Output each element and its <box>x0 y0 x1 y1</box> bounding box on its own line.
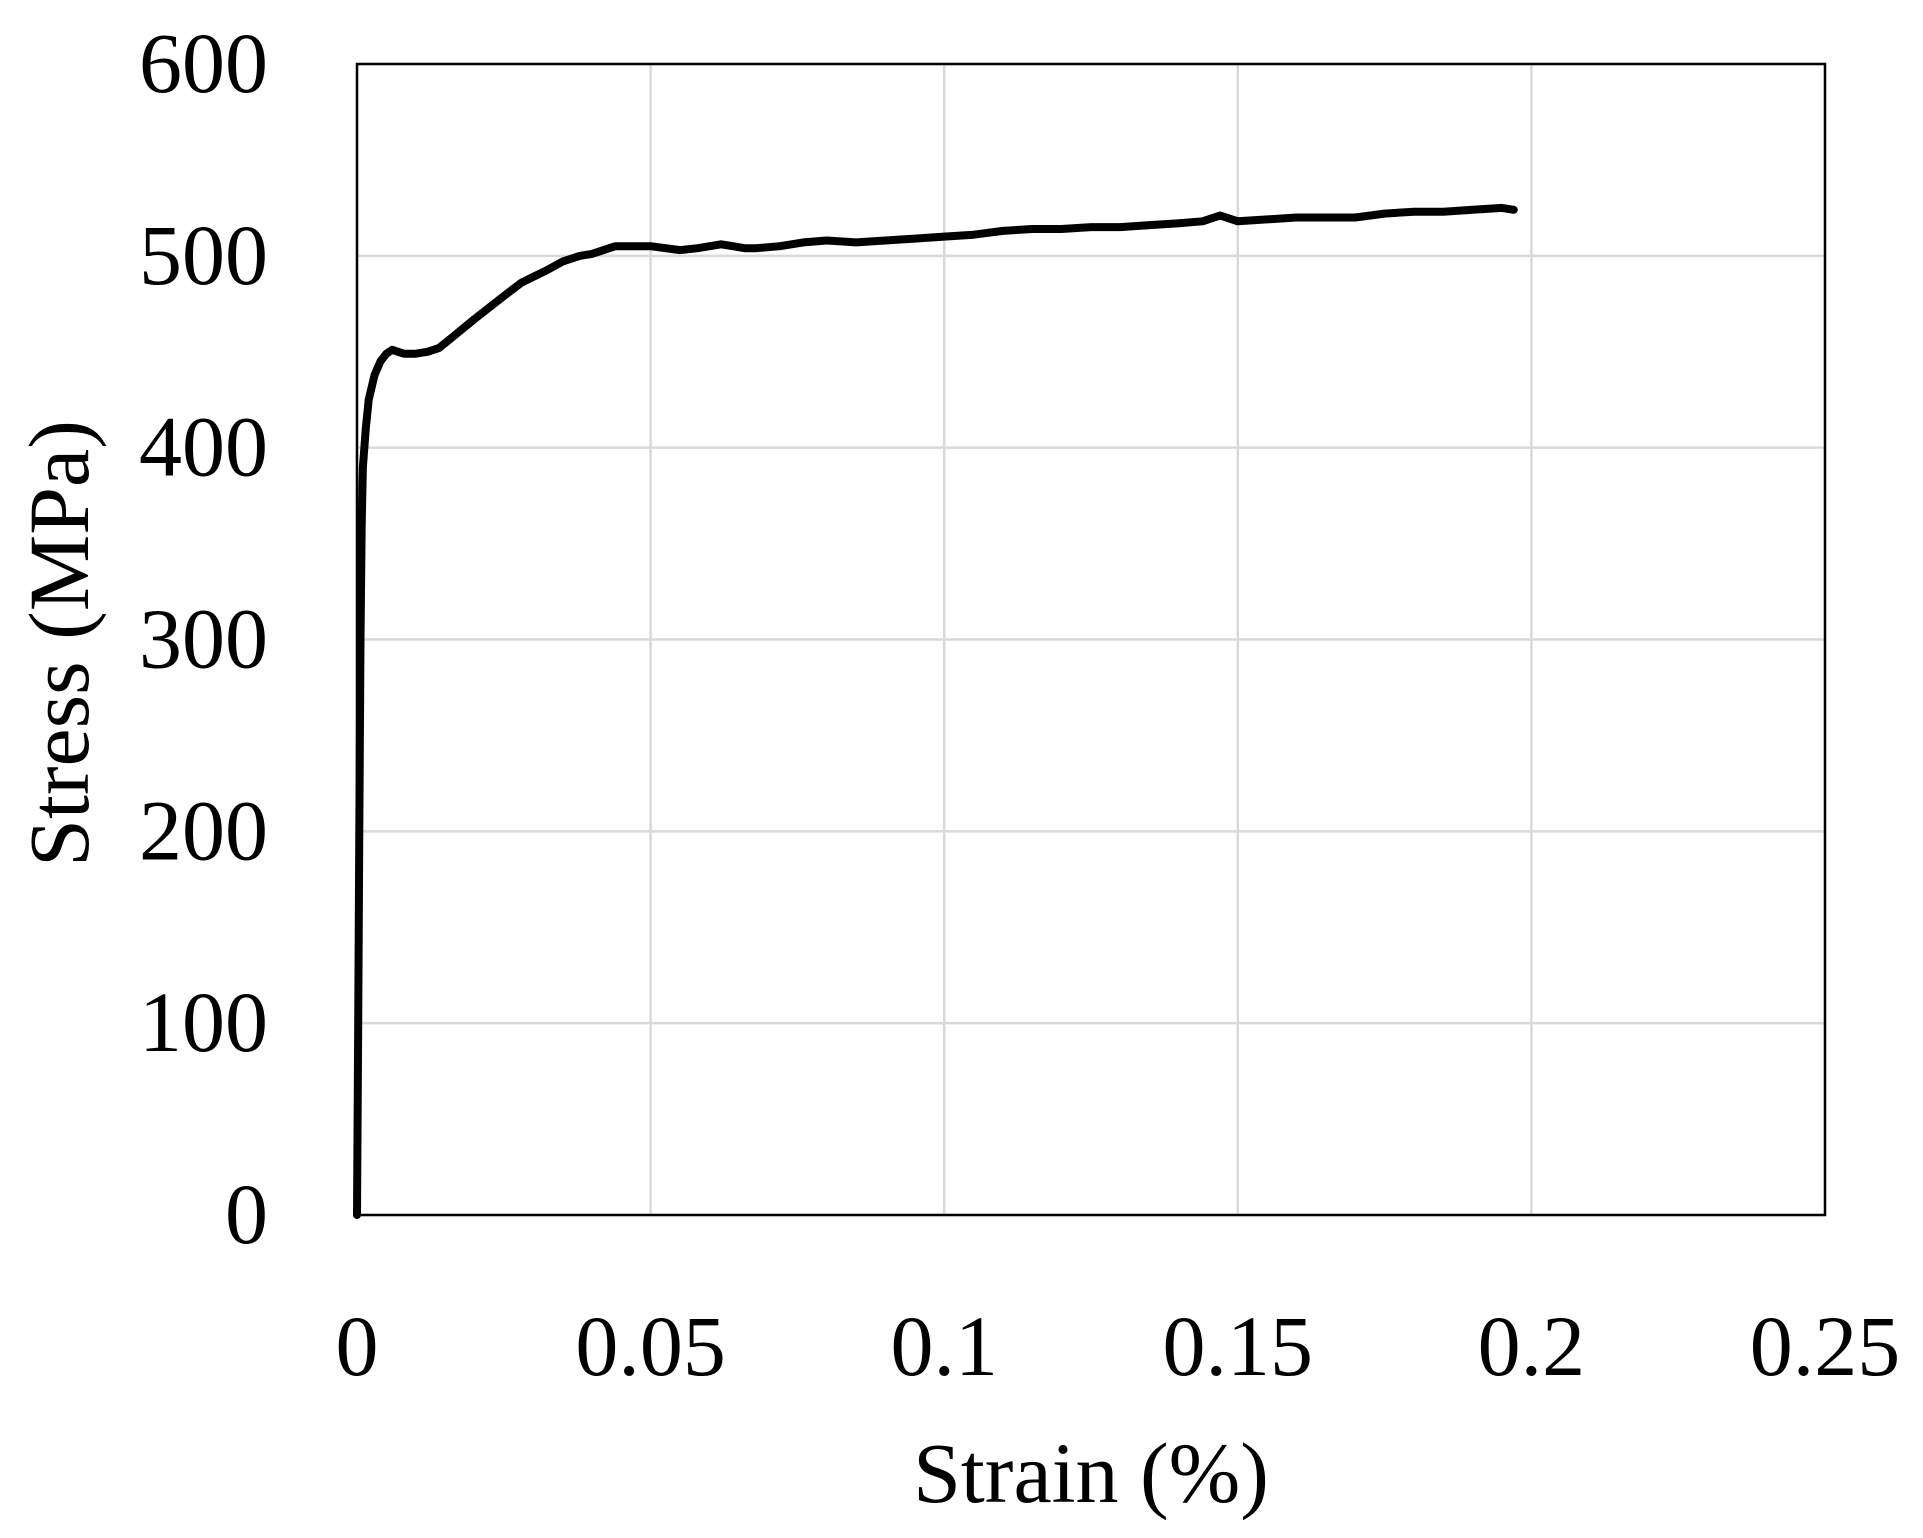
stress-strain-line <box>353 203 1518 1219</box>
y-tick-label: 500 <box>139 207 268 303</box>
x-tick-label: 0.1 <box>890 1298 998 1394</box>
y-tick-label: 0 <box>225 1166 268 1262</box>
x-tick-label: 0 <box>336 1298 379 1394</box>
x-tick-label: 0.15 <box>1163 1298 1314 1394</box>
x-axis-label: Strain (%) <box>913 1425 1269 1521</box>
y-axis-label: Stress (MPa) <box>11 420 107 867</box>
y-tick-labels: 0 100 200 300 400 500 600 <box>139 15 268 1262</box>
y-tick-label: 300 <box>139 591 268 687</box>
y-tick-label: 400 <box>139 399 268 495</box>
y-tick-label: 200 <box>139 782 268 878</box>
series-layer <box>353 203 1518 1219</box>
y-tick-label: 100 <box>139 974 268 1070</box>
x-tick-labels: 0 0.05 0.1 0.15 0.2 0.25 <box>336 1298 1901 1394</box>
x-tick-label: 0.05 <box>575 1298 726 1394</box>
y-tick-label: 600 <box>139 15 268 111</box>
x-tick-label: 0.2 <box>1478 1298 1586 1394</box>
x-tick-label: 0.25 <box>1750 1298 1901 1394</box>
